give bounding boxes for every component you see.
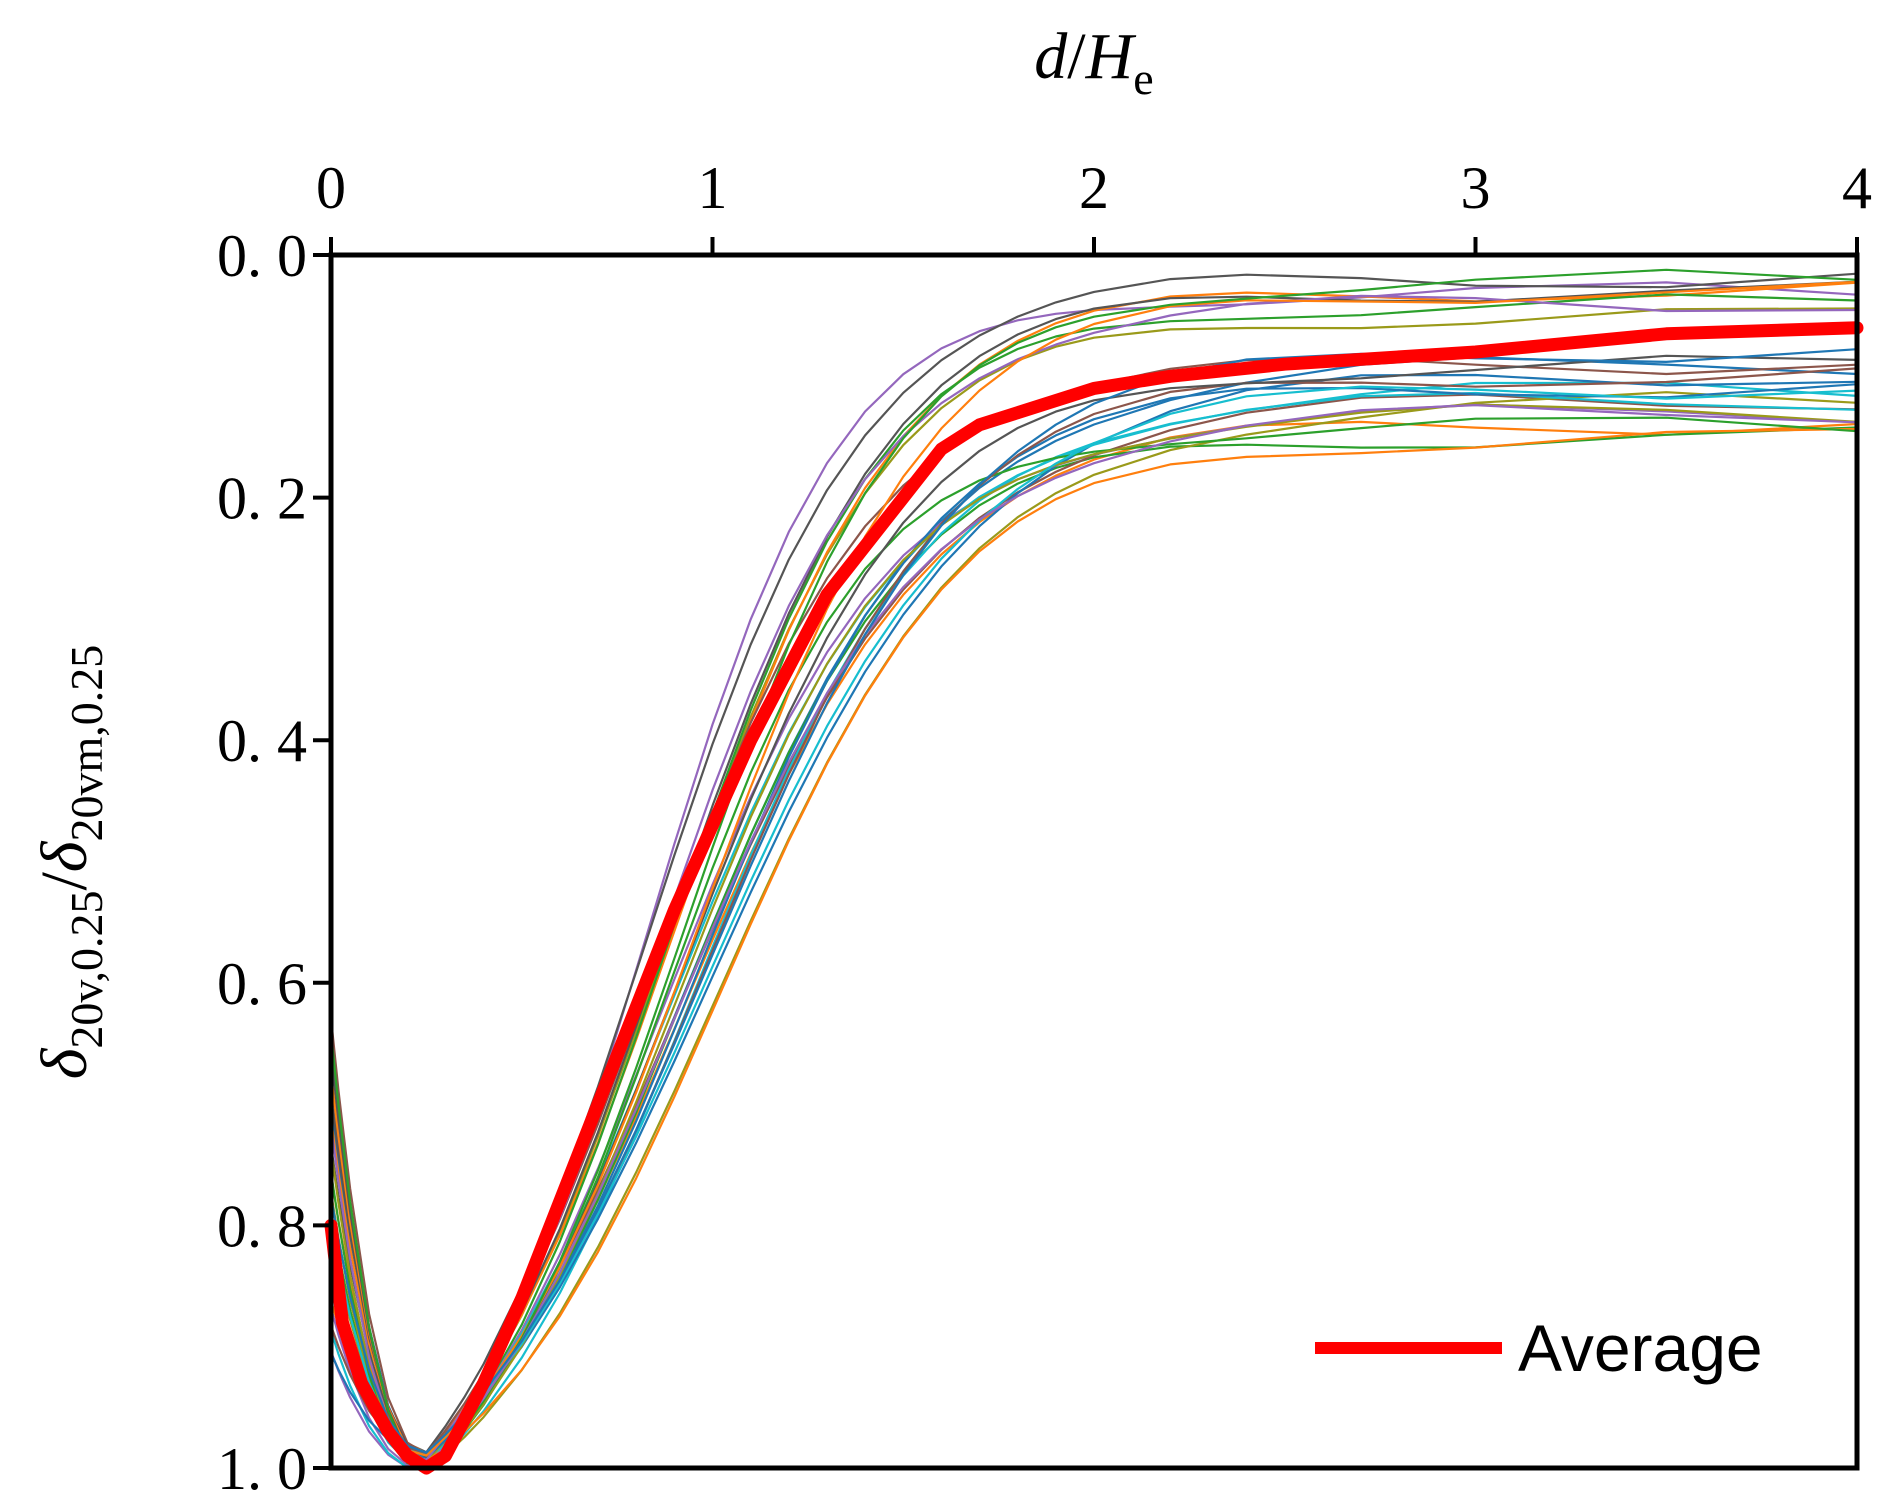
legend: Average [1315,1311,1763,1385]
series-line-15 [329,391,1858,1470]
legend-average-label: Average [1518,1311,1763,1385]
series-line-21 [329,367,1858,1454]
series-line-5 [329,393,1858,1465]
series-line-2 [329,420,1858,1455]
y-tick-label: 1. 0 [217,1436,307,1502]
y-tick-label: 0. 0 [217,223,307,289]
x-ticks: 0 1 2 3 4 [316,155,1872,255]
series-line-27 [329,404,1858,1468]
series-line-16 [329,391,1858,1466]
series-line-8 [329,381,1858,1470]
y-tick-label: 0. 4 [217,708,307,774]
series-line-23 [329,403,1858,1470]
x-tick-label: 2 [1079,155,1109,221]
series-line-9 [329,373,1858,1460]
series-line-18 [329,427,1858,1463]
y-tick-label: 0. 2 [217,466,307,532]
y-ticks: 0. 0 0. 2 0. 4 0. 6 0. 8 1. 0 [217,223,331,1502]
average-line [324,321,1864,1475]
series-line-22 [329,354,1858,1468]
x-tick-label: 1 [698,155,728,221]
x-axis-title: d/He [1034,20,1153,104]
y-axis-title: δ20v,0.25/δ20vm,0.25 [28,645,112,1080]
x-tick-label: 3 [1461,155,1491,221]
series-line-1 [329,356,1858,1469]
average-layer [324,321,1864,1475]
series-layer [329,268,1858,1470]
series-line-13 [329,357,1858,1456]
series-line-12 [329,403,1858,1470]
x-tick-label: 4 [1842,155,1872,221]
series-line-7 [329,307,1858,1465]
y-tick-label: 0. 6 [217,951,307,1017]
x-tick-label: 0 [316,155,346,221]
y-tick-label: 0. 8 [217,1193,307,1259]
series-line-3 [329,426,1858,1460]
